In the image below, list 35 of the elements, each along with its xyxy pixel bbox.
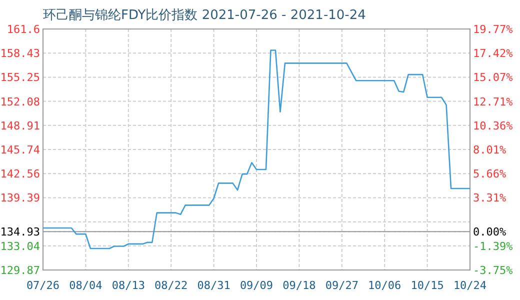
x-tick-label: 08/31 <box>197 279 230 292</box>
x-tick-label: 08/04 <box>69 279 103 292</box>
y2-tick-label: -1.39% <box>473 240 514 253</box>
y-tick-label: 161.6 <box>6 23 40 36</box>
chart-title: 环己酮与锦纶FDY比价指数 2021-07-26 - 2021-10-24 <box>43 8 366 23</box>
y2-tick-label: 8.01% <box>473 144 506 156</box>
y-tick-label: 155.25 <box>0 71 40 84</box>
y-tick-label: 133.04 <box>0 240 40 253</box>
y2-tick-label: 19.77% <box>473 23 514 36</box>
y2-tick-label: 3.31% <box>473 192 506 205</box>
y-tick-label: 152.08 <box>0 95 40 108</box>
y-tick-label: 129.87 <box>0 264 40 277</box>
line-series <box>42 50 471 250</box>
y-tick-label: 134.93 <box>0 226 40 239</box>
y2-tick-label: 17.42% <box>473 47 514 60</box>
x-tick-label: 07/26 <box>26 279 60 292</box>
y-tick-label: 145.74 <box>0 143 40 156</box>
x-tick-label: 09/18 <box>282 279 316 292</box>
y-tick-label: 139.39 <box>0 192 40 205</box>
y2-tick-label: -3.75% <box>473 264 514 277</box>
x-tick-label: 08/13 <box>112 279 145 292</box>
x-tick-label: 10/06 <box>368 279 402 292</box>
x-tick-label: 10/15 <box>410 279 444 292</box>
y2-tick-label: 10.36% <box>473 119 514 132</box>
y-tick-label: 148.91 <box>0 119 40 132</box>
y2-tick-label: 0.00% <box>473 226 506 239</box>
x-tick-label: 10/24 <box>453 279 487 292</box>
x-tick-label: 08/22 <box>154 279 188 292</box>
x-tick-label: 09/27 <box>325 279 358 292</box>
y-tick-label: 142.56 <box>0 168 40 181</box>
y2-tick-label: 15.07% <box>473 71 514 84</box>
y-tick-label: 158.43 <box>0 47 40 60</box>
x-tick-label: 09/09 <box>240 279 274 292</box>
y2-tick-label: 12.71% <box>473 95 514 108</box>
y2-tick-label: 5.66% <box>473 168 506 181</box>
